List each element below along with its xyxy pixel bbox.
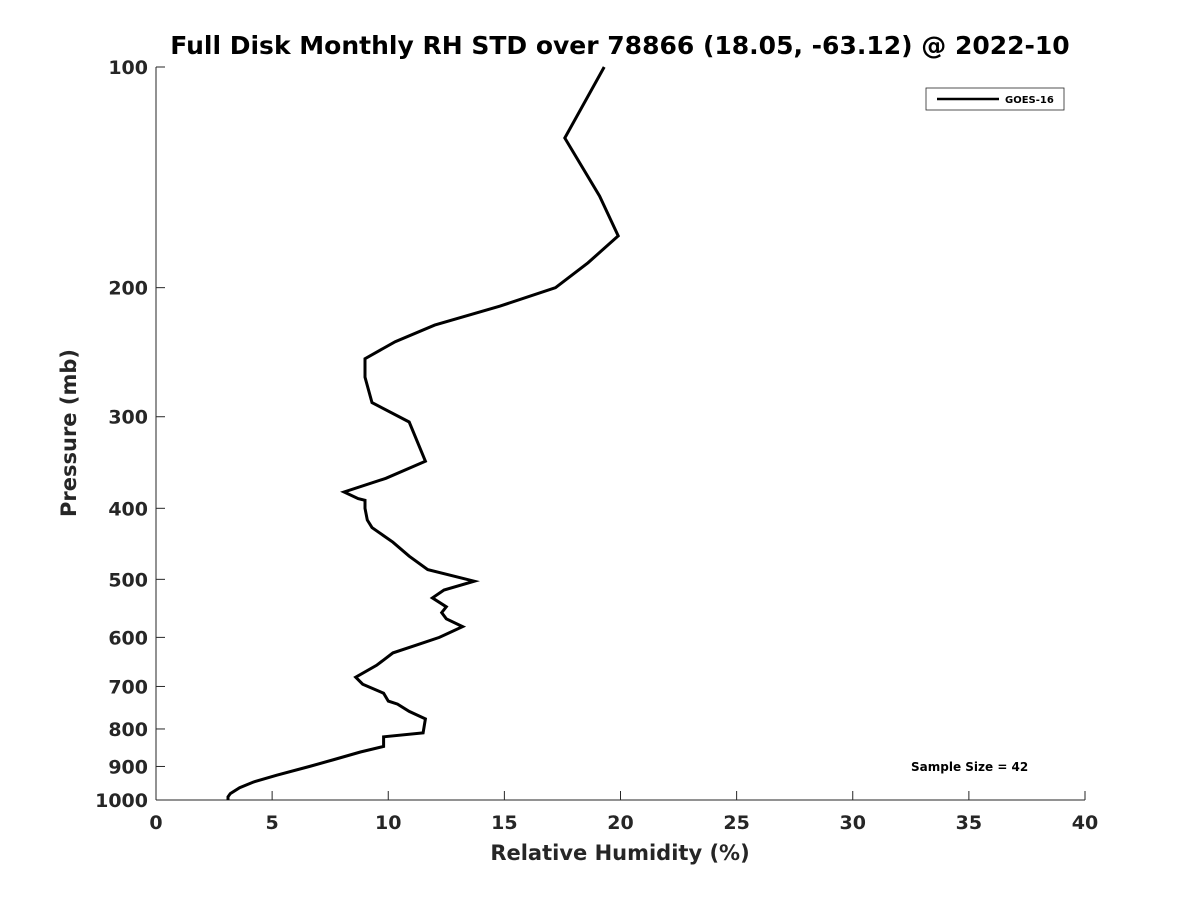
y-axis-ticks: 100 200 300 400 500 600 700 800 900 1000 xyxy=(95,57,165,812)
sample-size-annotation: Sample Size = 42 xyxy=(911,760,1028,774)
x-tick-label: 30 xyxy=(840,812,866,834)
y-tick-label: 800 xyxy=(108,719,148,741)
legend-label-goes-16: GOES-16 xyxy=(1005,95,1054,106)
x-tick-label: 35 xyxy=(956,812,982,834)
x-axis-label: Relative Humidity (%) xyxy=(490,841,749,865)
series-layer xyxy=(226,66,621,800)
x-tick-label: 10 xyxy=(375,812,401,834)
y-tick-label: 500 xyxy=(108,569,148,591)
legend: GOES-16 xyxy=(925,87,1065,111)
x-axis-ticks: 0 5 10 15 20 25 30 35 40 xyxy=(149,791,1098,834)
y-tick-label: 700 xyxy=(108,676,148,698)
plot-frame xyxy=(156,67,1085,800)
x-tick-label: 0 xyxy=(149,812,162,834)
y-tick-label: 200 xyxy=(108,278,148,300)
x-tick-label: 15 xyxy=(491,812,517,834)
y-tick-label: 900 xyxy=(108,756,148,778)
plot-area xyxy=(155,67,1085,801)
x-tick-label: 25 xyxy=(723,812,749,834)
y-tick-label: 600 xyxy=(108,627,148,649)
y-tick-label: 1000 xyxy=(95,790,148,812)
x-tick-label: 20 xyxy=(607,812,633,834)
x-tick-label: 40 xyxy=(1072,812,1098,834)
x-tick-label: 5 xyxy=(266,812,279,834)
y-tick-label: 300 xyxy=(108,407,148,429)
y-axis-label: Pressure (mb) xyxy=(57,349,81,517)
y-tick-label: 400 xyxy=(108,498,148,520)
series-line-goes-16 xyxy=(226,66,621,800)
chart-title: Full Disk Monthly RH STD over 78866 (18.… xyxy=(170,31,1069,60)
y-tick-label: 100 xyxy=(108,57,148,79)
